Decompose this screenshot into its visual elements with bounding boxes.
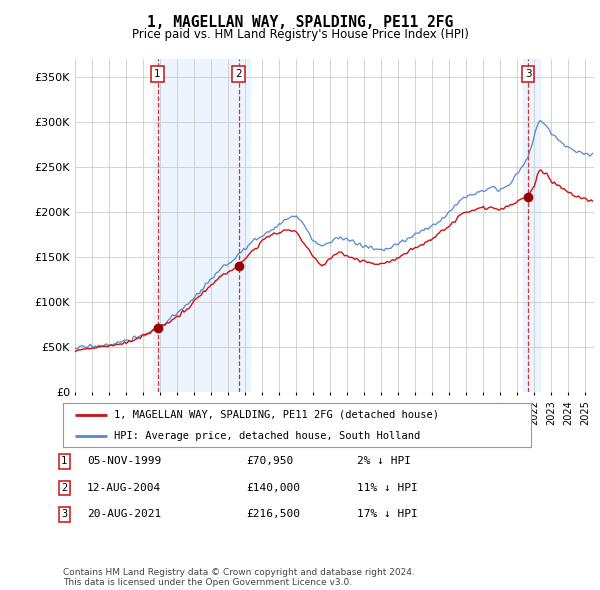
Text: 17% ↓ HPI: 17% ↓ HPI <box>357 510 418 519</box>
Text: Contains HM Land Registry data © Crown copyright and database right 2024.
This d: Contains HM Land Registry data © Crown c… <box>63 568 415 587</box>
Text: 1, MAGELLAN WAY, SPALDING, PE11 2FG: 1, MAGELLAN WAY, SPALDING, PE11 2FG <box>147 15 453 30</box>
Text: 2: 2 <box>61 483 67 493</box>
Text: 05-NOV-1999: 05-NOV-1999 <box>87 457 161 466</box>
Text: 1: 1 <box>61 457 67 466</box>
Text: £216,500: £216,500 <box>246 510 300 519</box>
Text: £140,000: £140,000 <box>246 483 300 493</box>
Text: £70,950: £70,950 <box>246 457 293 466</box>
Text: 3: 3 <box>61 510 67 519</box>
Text: 1, MAGELLAN WAY, SPALDING, PE11 2FG (detached house): 1, MAGELLAN WAY, SPALDING, PE11 2FG (det… <box>115 410 439 420</box>
Text: 2: 2 <box>235 69 242 79</box>
Text: Price paid vs. HM Land Registry's House Price Index (HPI): Price paid vs. HM Land Registry's House … <box>131 28 469 41</box>
Text: 12-AUG-2004: 12-AUG-2004 <box>87 483 161 493</box>
Text: HPI: Average price, detached house, South Holland: HPI: Average price, detached house, Sout… <box>115 431 421 441</box>
Text: 1: 1 <box>154 69 161 79</box>
Text: 2% ↓ HPI: 2% ↓ HPI <box>357 457 411 466</box>
Bar <box>153 59 250 392</box>
Text: 3: 3 <box>525 69 532 79</box>
Text: 20-AUG-2021: 20-AUG-2021 <box>87 510 161 519</box>
Text: 11% ↓ HPI: 11% ↓ HPI <box>357 483 418 493</box>
Bar <box>523 59 539 392</box>
